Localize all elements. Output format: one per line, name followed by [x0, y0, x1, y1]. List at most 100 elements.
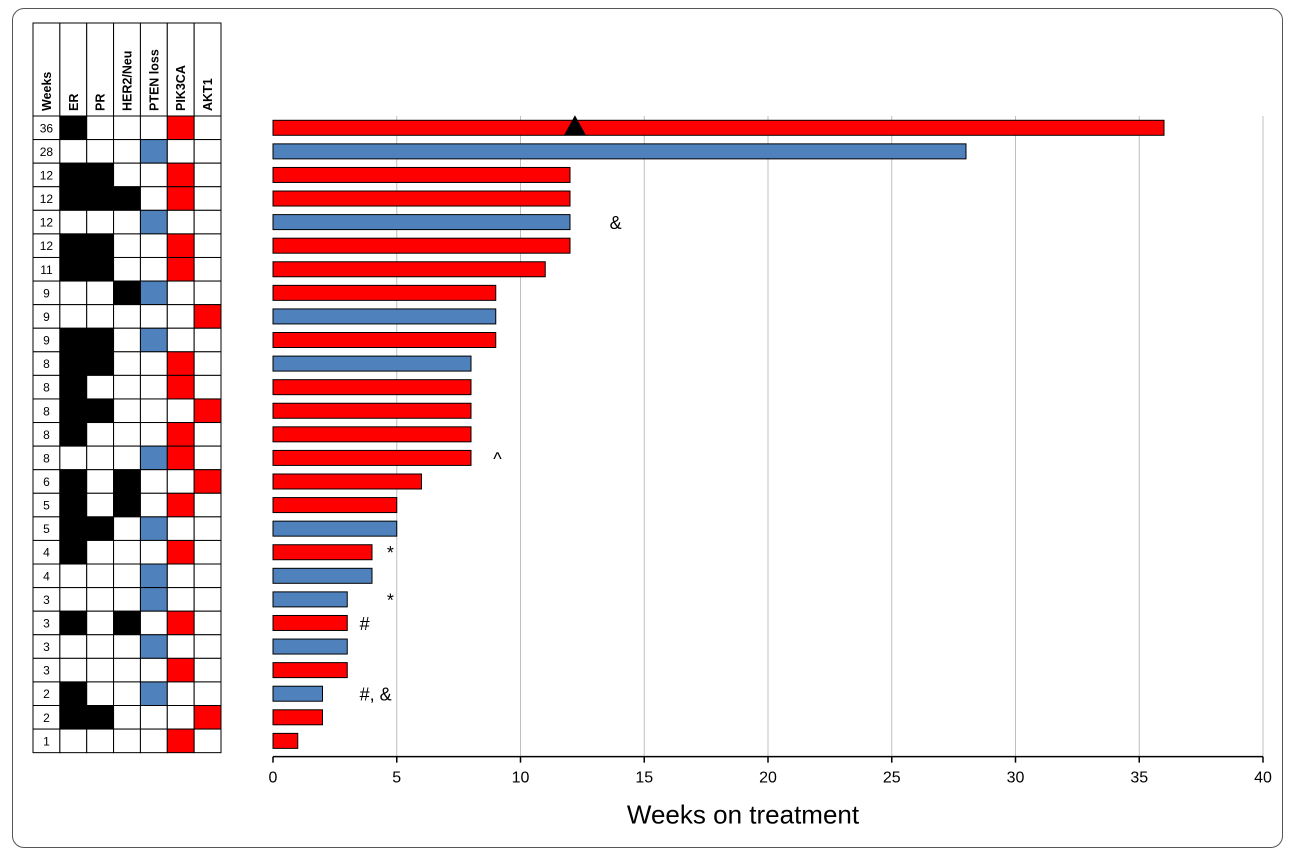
weeks-value: 4 [43, 546, 50, 560]
weeks-value: 11 [40, 263, 53, 277]
status-cell [113, 657, 141, 683]
status-cell [193, 304, 222, 329]
status-cell [113, 705, 141, 730]
status-cell [193, 233, 222, 258]
x-axis-label: Weeks on treatment [627, 800, 860, 830]
status-cell [193, 351, 222, 376]
status-cell [139, 705, 168, 730]
status-cell [113, 304, 141, 329]
bar [272, 119, 1165, 136]
bar [272, 426, 472, 443]
weeks-value: 5 [43, 522, 50, 536]
x-tick-label: 30 [1007, 770, 1025, 787]
status-cell [139, 539, 168, 565]
bar-annotation: * [387, 590, 394, 610]
bar [272, 662, 348, 679]
x-tick-label: 35 [1130, 770, 1148, 787]
status-cell [113, 516, 141, 541]
status-cell [113, 280, 141, 306]
bar [272, 143, 967, 160]
bar [272, 473, 422, 490]
status-cell [86, 304, 115, 329]
weeks-value: 2 [43, 711, 50, 725]
status-cell [86, 374, 115, 400]
status-cell [166, 728, 195, 754]
status-cell [139, 634, 168, 659]
status-cell [139, 304, 168, 329]
status-cell [59, 681, 88, 706]
weeks-value: 3 [43, 616, 50, 630]
status-cell [193, 422, 222, 447]
status-cell [86, 351, 115, 376]
status-cell [166, 139, 195, 164]
status-cell [166, 539, 195, 565]
status-cell [86, 186, 115, 211]
status-cell [193, 681, 222, 706]
status-cell [139, 422, 168, 447]
status-cell [113, 539, 141, 565]
status-cell [86, 327, 115, 353]
status-cell [166, 681, 195, 706]
status-cell [166, 422, 195, 447]
status-cell [193, 657, 222, 683]
status-cell [139, 374, 168, 400]
weeks-value: 8 [43, 451, 50, 465]
status-cell [166, 209, 195, 235]
status-cell [193, 587, 222, 612]
status-cell [139, 657, 168, 683]
status-cell [139, 728, 168, 754]
status-cell [139, 351, 168, 376]
status-cell [59, 280, 88, 306]
bar [272, 544, 373, 561]
bar [272, 709, 323, 726]
status-cell [139, 681, 168, 706]
status-cell [59, 374, 88, 400]
status-cell [139, 610, 168, 636]
status-cell [166, 351, 195, 376]
status-cell [139, 186, 168, 211]
status-cell [59, 115, 88, 141]
table-header-label: HER2/Neu [121, 51, 135, 111]
status-cell [113, 492, 141, 518]
status-cell [166, 705, 195, 730]
status-cell [59, 445, 88, 471]
status-cell [193, 445, 222, 471]
bar [272, 638, 348, 655]
weeks-value: 12 [40, 192, 54, 206]
status-cell [86, 398, 115, 424]
weeks-value: 9 [43, 286, 50, 300]
status-cell [113, 728, 141, 754]
status-cell [193, 705, 222, 730]
status-cell [59, 705, 88, 730]
status-cell [166, 657, 195, 683]
status-cell [59, 162, 88, 188]
bar-annotation: ^ [493, 449, 502, 469]
table-header-label: ER [67, 94, 81, 111]
status-cell [86, 209, 115, 235]
x-tick-label: 20 [759, 770, 777, 787]
status-cell [113, 610, 141, 636]
bar [272, 237, 571, 254]
status-cell [86, 657, 115, 683]
bar [272, 567, 373, 584]
status-cell [193, 516, 222, 541]
status-cell [59, 351, 88, 376]
table-header-label: AKT1 [201, 78, 215, 111]
status-cell [139, 139, 168, 164]
x-tick-label: 5 [392, 770, 401, 787]
status-cell [166, 186, 195, 211]
bar [272, 166, 571, 183]
status-cell [113, 398, 141, 424]
table-header-label: PTEN loss [147, 49, 161, 111]
status-cell [86, 634, 115, 659]
status-cell [59, 563, 88, 589]
status-cell [86, 162, 115, 188]
status-cell [166, 610, 195, 636]
status-cell [166, 516, 195, 541]
status-cell [86, 469, 115, 494]
weeks-value: 3 [43, 640, 50, 654]
status-cell [193, 327, 222, 353]
status-cell [59, 186, 88, 211]
x-tick-label: 15 [635, 770, 653, 787]
weeks-value: 6 [43, 475, 50, 489]
